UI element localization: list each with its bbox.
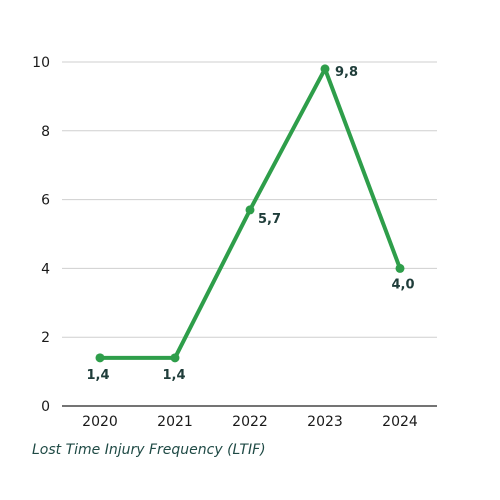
chart-caption: Lost Time Injury Frequency (LTIF) <box>32 442 266 458</box>
y-tick-label: 8 <box>41 124 50 140</box>
data-point <box>320 64 330 74</box>
x-tick-label: 2022 <box>232 414 268 430</box>
y-tick-label: 0 <box>41 399 50 415</box>
data-label: 4,0 <box>391 277 414 292</box>
y-tick-label: 4 <box>41 261 50 277</box>
data-label: 9,8 <box>335 65 358 80</box>
data-point <box>95 353 105 363</box>
x-tick-label: 2021 <box>157 414 193 430</box>
x-tick-label: 2024 <box>382 414 418 430</box>
data-point <box>170 353 180 363</box>
gridlines <box>62 61 437 338</box>
y-tick-label: 10 <box>32 55 50 71</box>
data-label: 1,4 <box>86 368 109 383</box>
y-axis-ticks: 0 2 4 6 8 10 <box>32 55 50 415</box>
data-label: 5,7 <box>258 212 281 227</box>
y-tick-label: 6 <box>41 193 50 209</box>
data-point <box>245 205 255 215</box>
x-axis-ticks: 2020 2021 2022 2023 2024 <box>82 414 418 430</box>
x-tick-label: 2023 <box>307 414 343 430</box>
data-points <box>95 64 405 363</box>
data-point <box>395 263 405 273</box>
data-labels: 1,4 1,4 5,7 9,8 4,0 <box>86 65 414 383</box>
y-tick-label: 2 <box>41 330 50 346</box>
x-tick-label: 2020 <box>82 414 118 430</box>
data-label: 1,4 <box>162 368 185 383</box>
